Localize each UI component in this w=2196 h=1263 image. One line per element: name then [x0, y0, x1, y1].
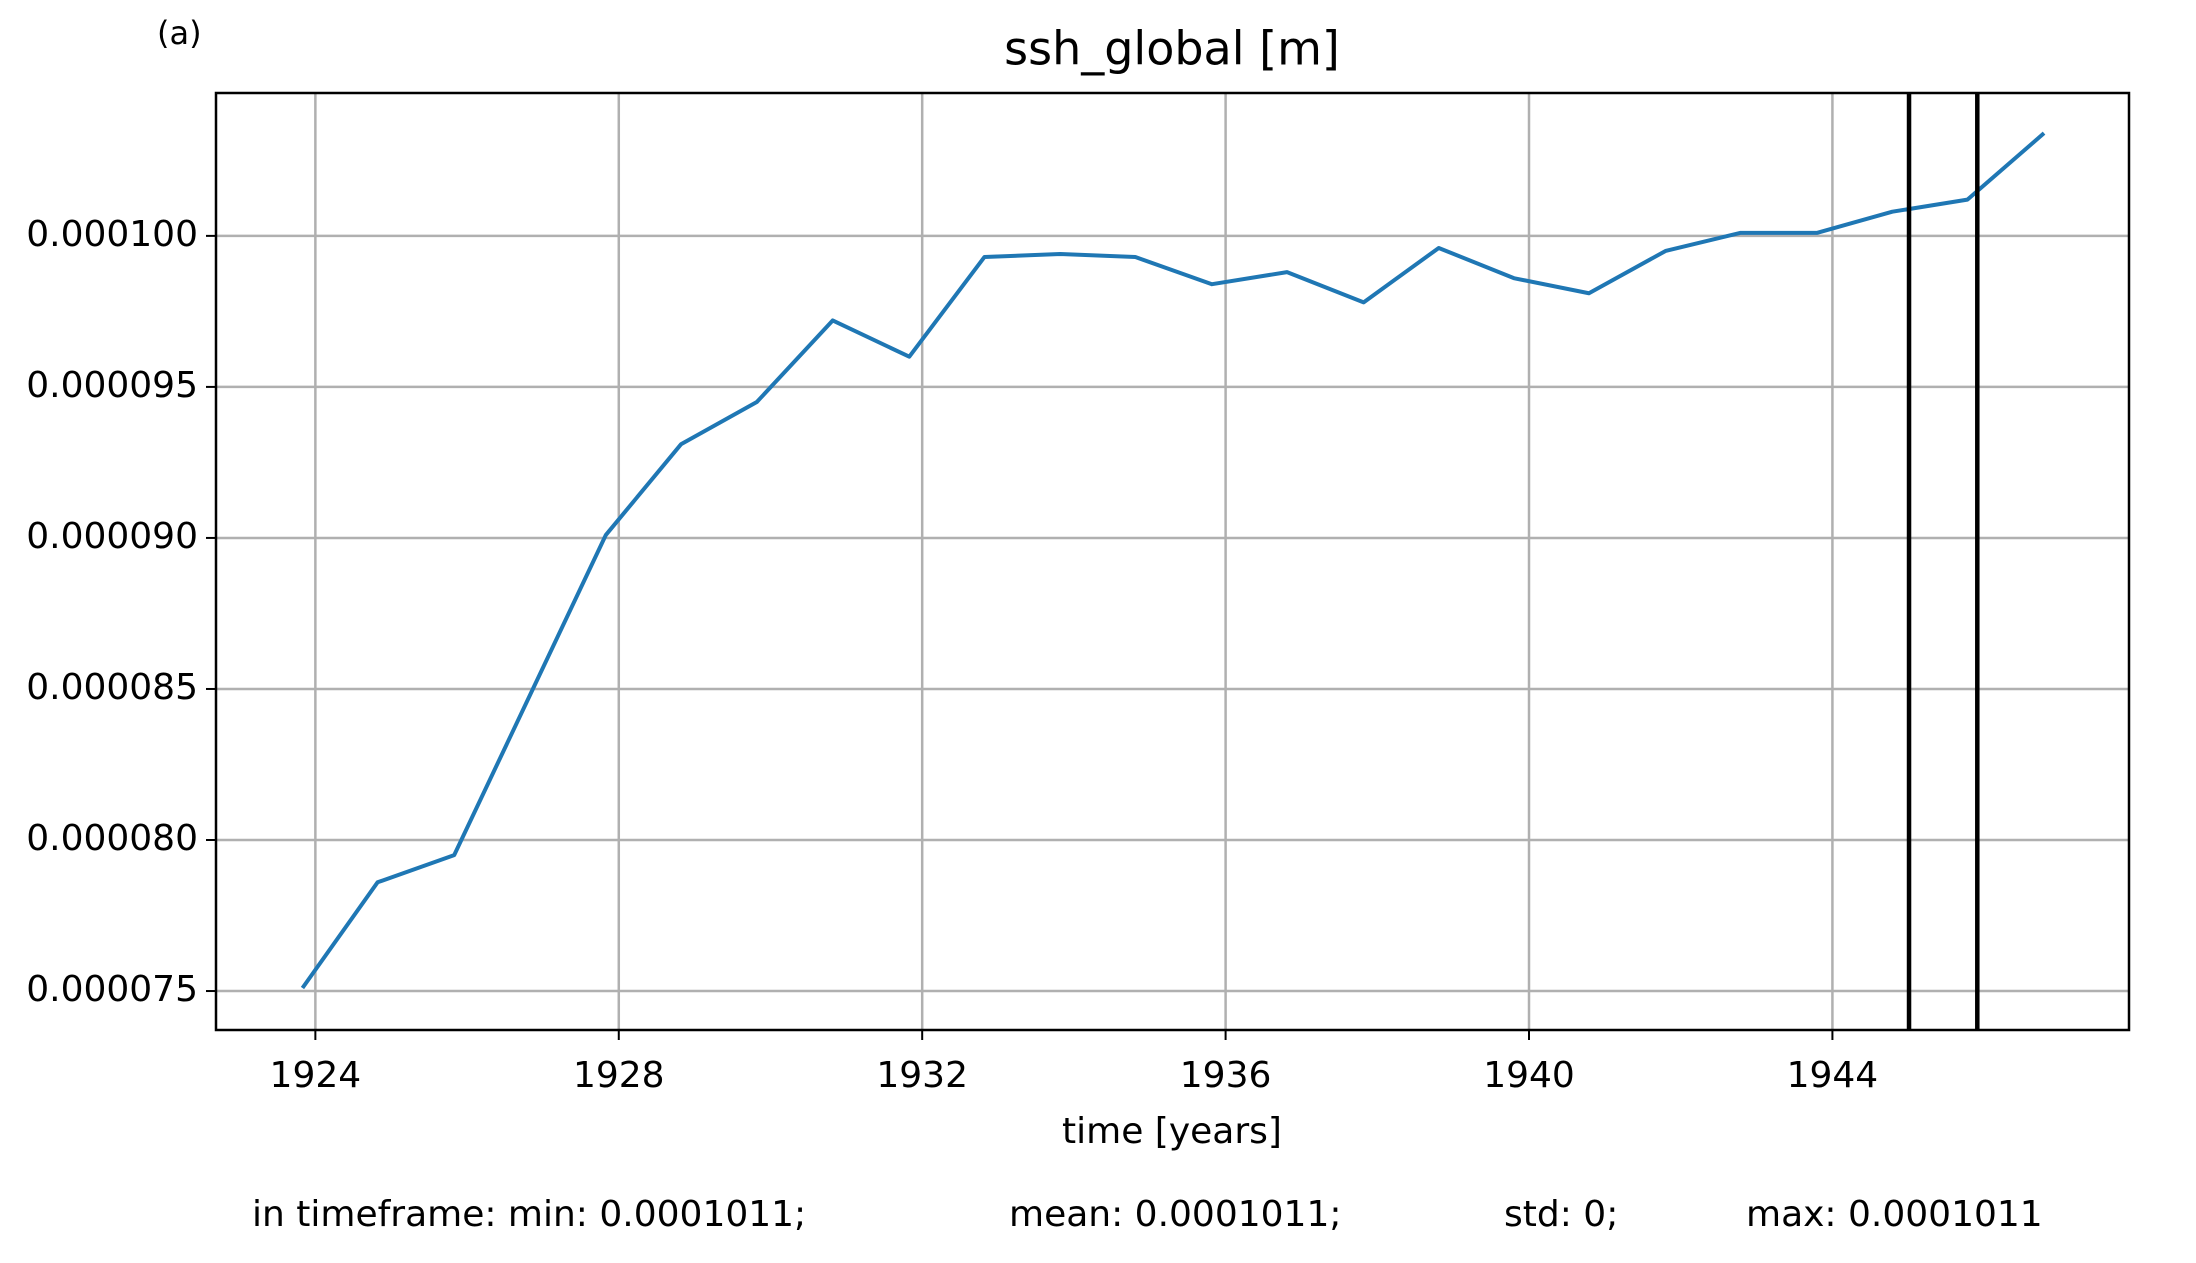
x-tick-label: 1924 [270, 1055, 362, 1096]
y-tick-label: 0.000095 [26, 365, 198, 406]
x-axis-label: time [years] [1062, 1111, 1282, 1152]
x-tick-label: 1928 [573, 1055, 665, 1096]
y-tick-label: 0.000100 [26, 214, 198, 255]
panel-label: (a) [157, 14, 202, 52]
y-tick-label: 0.000085 [26, 667, 198, 708]
stats-text: mean: 0.0001011; [1009, 1194, 1341, 1235]
stats-text: std: 0; [1504, 1194, 1618, 1235]
x-tick-label: 1936 [1180, 1055, 1272, 1096]
y-tick-label: 0.000090 [26, 516, 198, 557]
x-tick-label: 1940 [1483, 1055, 1575, 1096]
y-tick-label: 0.000075 [26, 969, 198, 1010]
stats-text: in timeframe: min: 0.0001011; [252, 1194, 806, 1235]
x-tick-label: 1932 [876, 1055, 968, 1096]
x-tick-label: 1944 [1787, 1055, 1879, 1096]
stats-text: max: 0.0001011 [1746, 1194, 2043, 1235]
plot-frame [214, 91, 2131, 1032]
y-tick-label: 0.000080 [26, 818, 198, 859]
chart-title: ssh_global [m] [1004, 22, 1340, 76]
data-line [300, 131, 2046, 990]
